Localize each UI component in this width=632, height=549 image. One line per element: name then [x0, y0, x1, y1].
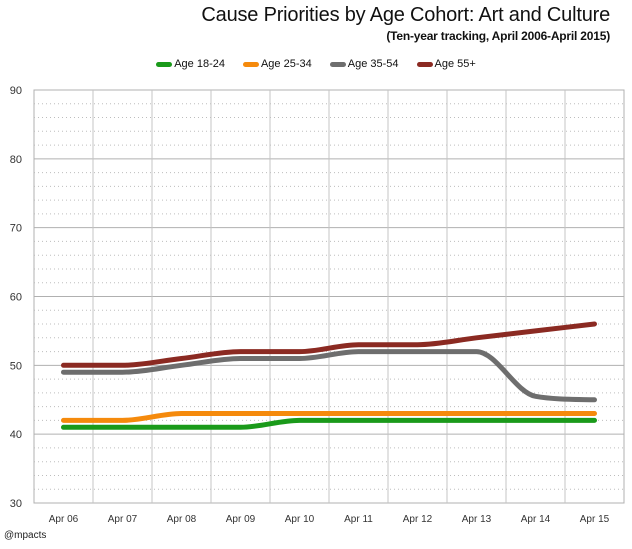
- y-tick-label: 80: [10, 154, 22, 166]
- series-lines: [61, 321, 597, 430]
- chart-title: Cause Priorities by Age Cohort: Art and …: [201, 4, 610, 26]
- axes: 30 40 50 60 70 80 90 Apr 06 Apr 07 Apr 08 Apr 09 Ap…: [10, 85, 610, 525]
- x-tick-label: Apr 09: [226, 514, 256, 525]
- series-line-age-35-54: [61, 349, 597, 403]
- x-tick-label: Apr 14: [521, 514, 551, 525]
- x-tick-label: Apr 08: [167, 514, 197, 525]
- series-line-age-55-plus: [61, 321, 597, 368]
- legend-label: Age 35-54: [347, 58, 399, 70]
- legend-item-age-35-54: Age 35-54: [329, 58, 399, 70]
- legend-swatch: [416, 61, 433, 67]
- x-tick-label: Apr 10: [285, 514, 315, 525]
- legend-item-age-55-plus: Age 55+: [416, 58, 476, 70]
- legend-label: Age 55+: [434, 58, 476, 70]
- legend: Age 18-24 Age 25-34 Age 35-54 Age 55+: [0, 58, 632, 70]
- y-tick-label: 50: [10, 360, 22, 372]
- x-tick-label: Apr 15: [580, 514, 610, 525]
- legend-label: Age 18-24: [174, 58, 225, 70]
- y-tick-label: 90: [10, 85, 22, 97]
- legend-item-age-25-34: Age 25-34: [242, 58, 312, 70]
- x-tick-label: Apr 12: [403, 514, 433, 525]
- x-tick-label: Apr 07: [108, 514, 138, 525]
- y-tick-label: 60: [10, 292, 22, 304]
- y-tick-label: 30: [10, 498, 22, 510]
- legend-swatch: [329, 61, 346, 67]
- grid: [33, 89, 625, 504]
- y-tick-label: 70: [10, 223, 22, 235]
- series-line-age-25-34: [61, 411, 597, 423]
- x-tick-label: Apr 06: [49, 514, 79, 525]
- legend-swatch: [156, 61, 173, 67]
- chart-subtitle: (Ten-year tracking, April 2006-April 201…: [386, 29, 610, 43]
- footer-credit: @mpacts: [4, 530, 47, 541]
- legend-label: Age 25-34: [260, 58, 312, 70]
- x-tick-label: Apr 11: [344, 514, 373, 525]
- legend-swatch: [242, 61, 259, 67]
- y-tick-label: 40: [10, 429, 22, 441]
- series-line-age-18-24: [61, 417, 597, 430]
- x-tick-label: Apr 13: [462, 514, 492, 525]
- legend-item-age-18-24: Age 18-24: [156, 58, 225, 70]
